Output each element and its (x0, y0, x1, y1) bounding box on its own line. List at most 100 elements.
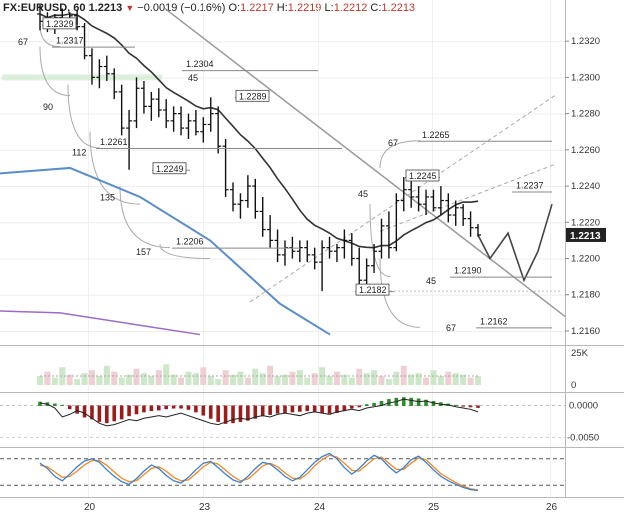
ohlc-bar (74, 10, 81, 31)
level-label-box (355, 283, 390, 296)
macd-histogram-bar (476, 405, 480, 408)
ohlc-bar (222, 138, 229, 197)
macd-histogram-bar (223, 405, 228, 424)
ohlc-bar (326, 236, 333, 259)
ohlc-bar (430, 189, 437, 212)
macd-histogram-bar (283, 405, 287, 413)
gann-arc (67, 84, 101, 149)
volume-bar (341, 374, 348, 385)
volume-bar (281, 374, 288, 385)
level-label-box (152, 162, 187, 175)
gann-angle-label: 45 (426, 276, 436, 286)
volume-bar (475, 376, 481, 385)
gann-arc (39, 46, 71, 96)
gann-angle-label: 67 (18, 37, 28, 47)
level-label: 1.2182 (359, 285, 387, 295)
level-label: 1.2317 (56, 36, 84, 46)
ohlc-bar (281, 240, 288, 266)
price-axis[interactable]: 1.2320 1.2300 1.2280 1.2260 1.2240 1.2220 1.22… (565, 36, 606, 443)
low-value: 1.2212 (333, 2, 368, 14)
high-label: H: (276, 2, 288, 14)
volume-tick-label: 25K (571, 348, 589, 359)
last-price-label: 1.2213 (570, 231, 601, 242)
drawing-layer (2, 7, 566, 328)
ohlc-bar (259, 196, 266, 237)
volume-bar (445, 371, 452, 385)
volume-bar (215, 379, 222, 385)
volume-bar (155, 370, 162, 385)
ohlc-bar (393, 193, 400, 252)
macd-histogram-bar (90, 405, 94, 420)
gann-angle-label: 67 (446, 323, 456, 333)
ohlc-bar (437, 186, 444, 216)
macd-histogram-bar (216, 405, 220, 422)
volume-bar (103, 365, 110, 385)
ohlc-bar (267, 215, 274, 248)
level-labels: 1.2329 1.2317 1.2304 1.2289 1.2265 1.2261 1.22… (18, 17, 552, 333)
y-tick-label: 1.2180 (571, 290, 600, 301)
volume-bar (252, 368, 259, 385)
ohlc-bar (215, 106, 222, 154)
macd-histogram-bar (179, 405, 183, 409)
ohlc-bar (333, 244, 340, 263)
ohlc-bar (385, 211, 392, 259)
gann-angle-label: 67 (388, 138, 398, 148)
x-tick-label: 26 (546, 502, 558, 513)
macd-histogram-bar (372, 402, 376, 406)
level-label-box (235, 89, 270, 102)
symbol-label[interactable]: FX:EURUSD, 60 (3, 2, 86, 14)
volume-bar (311, 373, 318, 385)
ohlc-bar (408, 178, 415, 208)
level-label: 1.2190 (454, 266, 482, 276)
ohlc-bar (200, 117, 207, 143)
ohlc-bar (163, 99, 170, 129)
y-tick-label: 1.2300 (571, 72, 600, 83)
volume-bar (133, 368, 140, 385)
volume-bar (118, 377, 125, 385)
volume-bar (267, 365, 274, 385)
y-tick-label: 1.2260 (571, 145, 600, 156)
x-tick-label: 20 (84, 502, 96, 513)
macd-histogram-bar (119, 405, 124, 420)
ohlc-bar (319, 240, 326, 292)
macd-histogram-bar (342, 405, 347, 412)
ohlc-bar (274, 229, 281, 263)
high-value: 1.2219 (287, 2, 322, 14)
ohlc-bar (452, 200, 459, 226)
gann-angle-label: 135 (100, 193, 115, 203)
ohlc-bar (88, 48, 95, 85)
channel-line-upper (379, 163, 556, 232)
down-triangle-icon: ▼ (125, 3, 135, 13)
macd-histogram-bar (105, 405, 109, 424)
ohlc-bar (371, 244, 378, 273)
low-label: L: (324, 2, 334, 14)
ohlc-bar (252, 178, 259, 219)
ohlc-bar (244, 175, 251, 208)
moving-average-purple (0, 310, 201, 336)
macd-histogram-bar (424, 399, 428, 406)
macd-histogram-bar (305, 405, 310, 412)
grid (0, 0, 565, 497)
volume-bar (415, 373, 422, 385)
x-tick-label: 23 (199, 502, 211, 513)
ohlc-bar (304, 240, 311, 263)
macd-histogram-bar (208, 405, 213, 419)
volume-bar (393, 371, 400, 385)
ohlc-bar (415, 186, 422, 212)
macd-histogram-bar (75, 405, 79, 414)
volume-bar (192, 373, 199, 385)
time-axis[interactable]: 20 23 24 25 26 (84, 502, 558, 513)
level-label: 1.2265 (422, 130, 450, 140)
volume-bar (237, 371, 244, 385)
trend-line-main (164, 7, 566, 318)
macd-histogram-bar (379, 401, 384, 406)
macd-histogram-bar (134, 405, 139, 415)
x-tick-label: 24 (314, 502, 326, 513)
macd-line (39, 398, 479, 427)
ohlc-bar (96, 59, 103, 89)
macd-histogram-bar (53, 403, 57, 406)
stochastic-pane (0, 452, 565, 492)
volume-bar (74, 379, 81, 385)
gann-arc (119, 186, 171, 249)
